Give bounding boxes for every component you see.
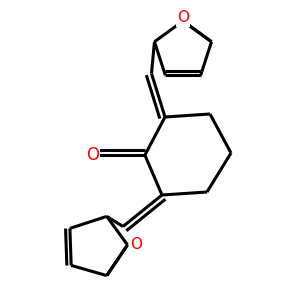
- Text: O: O: [130, 237, 142, 252]
- Text: O: O: [86, 146, 99, 164]
- Text: O: O: [177, 11, 189, 26]
